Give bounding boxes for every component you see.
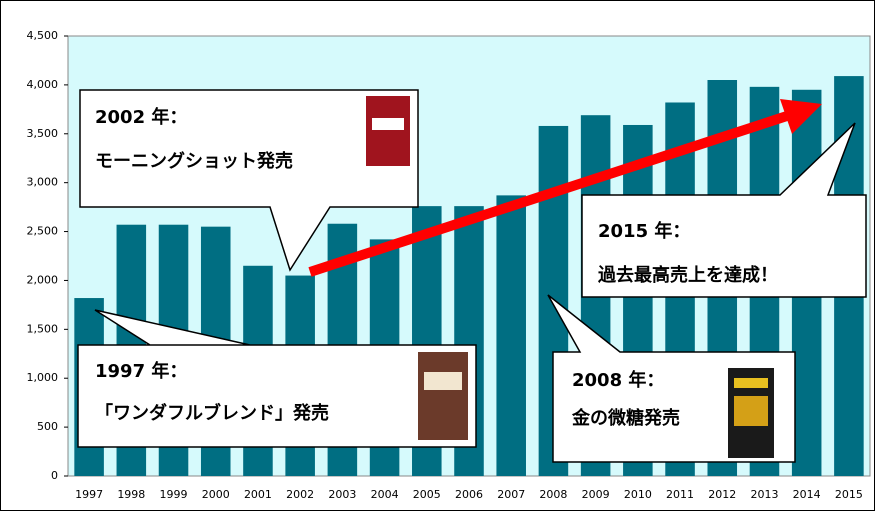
y-tick-label: 3,500 <box>27 127 59 140</box>
annotation-title: 2015 年： <box>598 220 690 242</box>
y-tick-label: 2,500 <box>27 225 59 238</box>
x-tick-label: 2014 <box>793 488 821 501</box>
x-tick-label: 1998 <box>117 488 145 501</box>
y-tick-label: 3,000 <box>27 176 59 189</box>
y-tick-label: 4,000 <box>27 78 59 91</box>
x-tick-label: 1997 <box>75 488 103 501</box>
x-tick-label: 2015 <box>835 488 863 501</box>
y-tick-label: 0 <box>51 469 58 482</box>
annotation-title: 1997 年： <box>95 360 187 382</box>
annotation-title: 2002 年： <box>95 106 187 128</box>
x-tick-label: 2001 <box>244 488 272 501</box>
annotation-text: モーニングショット発売 <box>95 150 293 172</box>
annotation-text: 金の微糖発売 <box>571 407 680 429</box>
y-tick-label: 1,500 <box>27 322 59 335</box>
x-tick-label: 2010 <box>624 488 652 501</box>
annotation-text: 過去最高売上を達成！ <box>598 264 778 286</box>
chart: 2002 年： モーニングショット発売 1997 年： 「ワンダフルブレンド」発… <box>0 0 875 511</box>
x-tick-label: 2007 <box>497 488 525 501</box>
x-tick-label: 2013 <box>750 488 778 501</box>
x-tick-label: 2004 <box>371 488 399 501</box>
x-tick-label: 2002 <box>286 488 314 501</box>
y-tick-label: 500 <box>37 420 58 433</box>
y-tick-label: 2,000 <box>27 273 59 286</box>
x-tick-label: 2009 <box>582 488 610 501</box>
x-tick-label: 2006 <box>455 488 483 501</box>
x-tick-label: 1999 <box>160 488 188 501</box>
y-tick-label: 4,500 <box>27 29 59 42</box>
x-tick-label: 2011 <box>666 488 694 501</box>
annotation-text: 「ワンダフルブレンド」発売 <box>95 402 329 424</box>
annotation-title: 2008 年： <box>572 369 664 391</box>
x-tick-label: 2000 <box>202 488 230 501</box>
x-tick-label: 2003 <box>328 488 356 501</box>
x-tick-label: 2005 <box>413 488 441 501</box>
x-tick-label: 2012 <box>708 488 736 501</box>
bar <box>496 195 526 476</box>
y-tick-label: 1,000 <box>27 371 59 384</box>
x-tick-label: 2008 <box>539 488 567 501</box>
